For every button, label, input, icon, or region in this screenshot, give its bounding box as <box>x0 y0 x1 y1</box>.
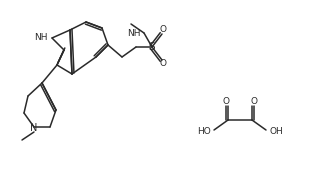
Text: N: N <box>30 123 38 133</box>
Text: O: O <box>222 98 229 107</box>
Text: OH: OH <box>269 128 283 137</box>
Text: O: O <box>159 59 166 68</box>
Text: O: O <box>159 25 166 35</box>
Text: S: S <box>149 42 155 52</box>
Text: NH: NH <box>127 29 141 38</box>
Text: O: O <box>251 98 258 107</box>
Text: HO: HO <box>197 128 211 137</box>
Text: NH: NH <box>35 33 48 42</box>
